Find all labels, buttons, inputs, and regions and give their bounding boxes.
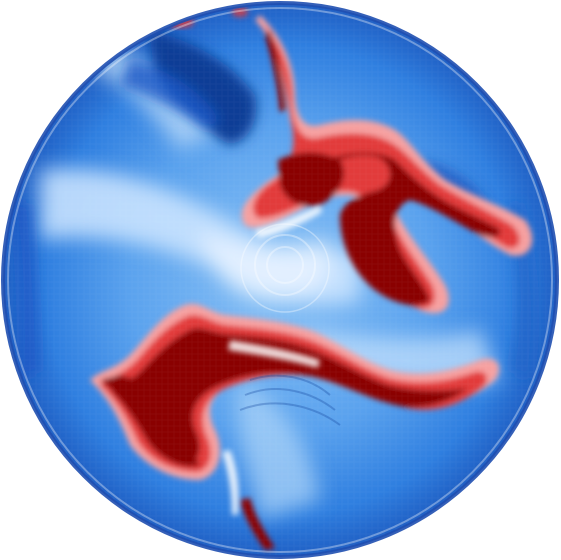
disk-rim-inner	[7, 7, 553, 553]
